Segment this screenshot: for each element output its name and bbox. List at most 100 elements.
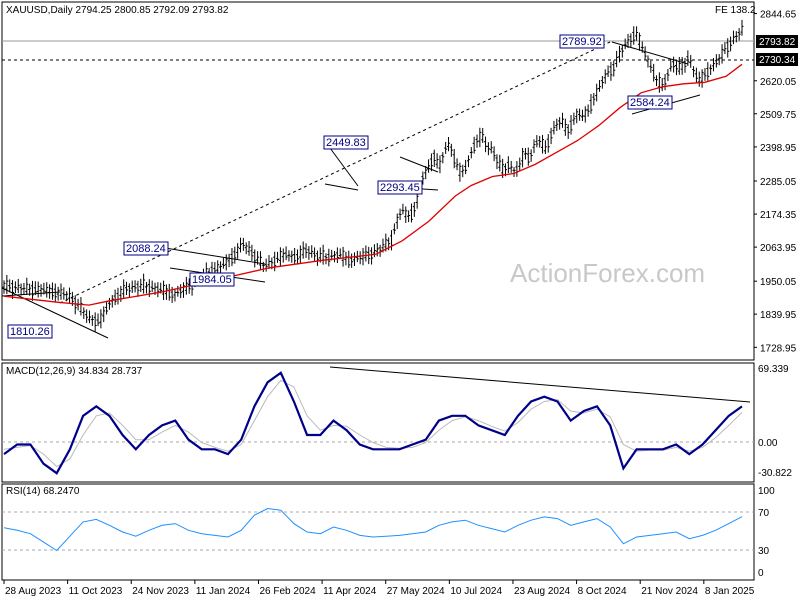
trendline-2 bbox=[1, 291, 61, 297]
macd-tick-top: 69.339 bbox=[758, 364, 789, 375]
price-bar bbox=[726, 38, 730, 58]
price-bar bbox=[677, 56, 681, 75]
date-tick-label: 11 Oct 2023 bbox=[69, 586, 123, 597]
price-bar bbox=[19, 283, 23, 296]
price-bar bbox=[50, 282, 54, 300]
price-bar bbox=[498, 154, 502, 172]
date-axis: 28 Aug 2023 11 Oct 2023 24 Nov 2023 11 Jan … bbox=[3, 580, 755, 597]
price-bar bbox=[657, 72, 661, 93]
svg-text:2293.45: 2293.45 bbox=[380, 182, 420, 194]
svg-text:2449.83: 2449.83 bbox=[326, 137, 366, 149]
price-bar bbox=[164, 284, 168, 300]
annotation-2584: 2584.24 bbox=[627, 95, 673, 110]
svg-text:2793.82: 2793.82 bbox=[759, 37, 796, 48]
rsi-pane-frame bbox=[1, 483, 755, 581]
price-bar bbox=[370, 247, 374, 265]
level-price-tag: 2730.34 bbox=[756, 53, 798, 66]
price-bar bbox=[455, 158, 459, 171]
price-tick-label: 2174.35 bbox=[760, 210, 797, 221]
price-bar bbox=[523, 148, 527, 160]
price-bar bbox=[566, 124, 570, 139]
price-bar bbox=[401, 203, 405, 215]
price-bar bbox=[310, 245, 314, 258]
price-bar bbox=[335, 247, 339, 264]
price-bar bbox=[93, 312, 97, 332]
price-bar bbox=[709, 64, 713, 76]
annotation-1984: 1984.05 bbox=[189, 272, 235, 287]
price-bar bbox=[478, 127, 482, 148]
price-bar bbox=[28, 283, 32, 296]
price-bar bbox=[144, 281, 148, 294]
macd-tick-zero: 0.00 bbox=[758, 438, 778, 449]
price-tick-label: 1839.95 bbox=[760, 310, 797, 321]
price-bar bbox=[666, 69, 670, 82]
price-bar bbox=[469, 147, 473, 159]
price-bar bbox=[65, 291, 69, 302]
price-bar bbox=[68, 287, 72, 304]
price-bar bbox=[432, 149, 436, 168]
price-bar bbox=[427, 159, 431, 173]
price-bar bbox=[53, 283, 57, 303]
price-bar bbox=[603, 69, 607, 84]
price-bar bbox=[301, 241, 305, 259]
date-tick-label: 11 Apr 2024 bbox=[323, 586, 377, 597]
price-bar bbox=[293, 247, 297, 265]
price-bar bbox=[526, 147, 530, 166]
price-bar bbox=[421, 171, 425, 185]
price-bar bbox=[361, 247, 365, 266]
price-bar bbox=[541, 134, 545, 154]
price-bar bbox=[598, 80, 602, 92]
price-bar bbox=[637, 32, 641, 51]
price-bar bbox=[569, 115, 573, 135]
price-bar bbox=[82, 307, 86, 319]
price-bar bbox=[583, 106, 587, 123]
price-bar bbox=[717, 54, 721, 66]
price-bar bbox=[224, 254, 228, 271]
price-bar bbox=[723, 42, 727, 54]
price-bar bbox=[441, 152, 445, 164]
price-bar bbox=[233, 246, 237, 264]
price-bar bbox=[609, 61, 613, 81]
price-bar bbox=[73, 295, 77, 315]
price-bar bbox=[5, 275, 9, 295]
svg-text:2584.24: 2584.24 bbox=[630, 97, 670, 109]
price-bar bbox=[324, 253, 328, 265]
price-bar bbox=[127, 283, 131, 298]
price-bar bbox=[341, 246, 345, 267]
price-bar bbox=[2, 280, 6, 294]
price-bar bbox=[136, 280, 140, 297]
price-bar bbox=[45, 282, 49, 298]
price-bar bbox=[130, 280, 134, 293]
price-bar bbox=[239, 237, 243, 253]
date-tick-label: 24 Nov 2023 bbox=[132, 586, 189, 597]
price-bar bbox=[558, 117, 562, 130]
price-bar bbox=[461, 164, 465, 178]
price-bar bbox=[472, 136, 476, 154]
price-bar bbox=[464, 159, 468, 175]
price-bar bbox=[378, 244, 382, 257]
moving-average-line bbox=[3, 63, 743, 306]
price-bar bbox=[700, 69, 704, 88]
price-bar bbox=[458, 162, 462, 182]
price-bar bbox=[236, 243, 240, 259]
price-bar bbox=[16, 278, 20, 294]
price-bar bbox=[11, 280, 15, 299]
price-bar bbox=[729, 36, 733, 52]
price-bar bbox=[475, 134, 479, 148]
price-bar bbox=[655, 75, 659, 87]
price-bar bbox=[122, 279, 126, 299]
price-bar bbox=[663, 74, 667, 91]
price-tick-label: 2398.95 bbox=[760, 143, 797, 154]
price-bar bbox=[615, 50, 619, 68]
price-bar bbox=[509, 160, 513, 173]
svg-text:2088.24: 2088.24 bbox=[126, 243, 166, 255]
price-bar bbox=[42, 282, 46, 295]
svg-text:1984.05: 1984.05 bbox=[192, 274, 232, 286]
price-bar bbox=[364, 245, 368, 262]
price-bar bbox=[680, 56, 684, 75]
price-bar bbox=[549, 127, 553, 145]
price-bar bbox=[179, 284, 183, 299]
price-tick-label: 2620.05 bbox=[760, 77, 797, 88]
price-bar bbox=[552, 120, 556, 135]
